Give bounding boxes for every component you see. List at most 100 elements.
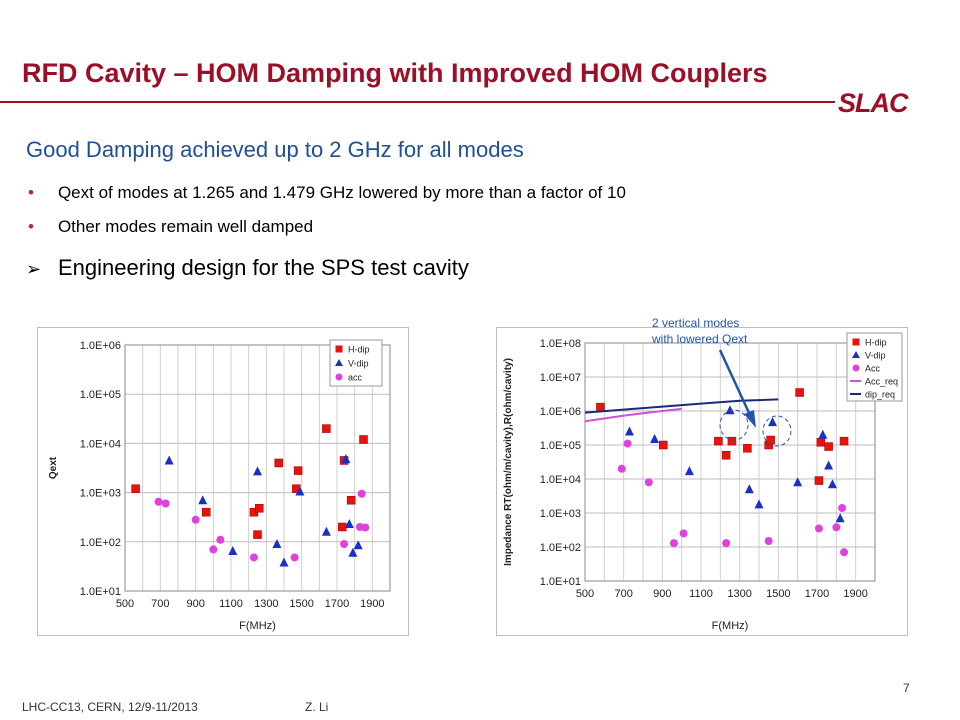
- h-dip-point: [131, 484, 140, 493]
- legend-square-icon: [852, 338, 860, 346]
- y-tick-label: 1.0E+08: [540, 338, 581, 350]
- h-dip-point: [338, 522, 347, 532]
- v-dip-point: [228, 546, 238, 556]
- v-dip-point: [344, 519, 354, 529]
- y-tick-label: 1.0E+03: [540, 508, 581, 520]
- h-dip-point: [743, 444, 752, 453]
- arrow-bullet-text: Engineering design for the SPS test cavi…: [58, 255, 469, 280]
- bullet-item: • Qext of modes at 1.265 and 1.479 GHz lo…: [28, 183, 626, 203]
- y-tick-label: 1.0E+07: [540, 372, 581, 384]
- legend-label: Acc_req: [865, 377, 898, 387]
- legend-square-icon: [335, 345, 343, 353]
- page-number: 7: [903, 681, 910, 695]
- acc-point: [838, 504, 847, 513]
- acc-point: [814, 524, 823, 533]
- v-dip-point: [164, 455, 174, 465]
- acc-point: [154, 497, 163, 506]
- plot-area: [124, 344, 391, 592]
- v-dip-point: [321, 526, 331, 536]
- qext-chart: 1.0E+01 1.0E+02 1.0E+03 1.0E+04 1.0E+05 1.0E+…: [37, 327, 409, 636]
- acc-point: [764, 537, 773, 546]
- bullet-item: • Other modes remain well damped: [28, 217, 313, 237]
- acc-point: [191, 515, 200, 524]
- y-tick-label: 1.0E+04: [80, 438, 121, 450]
- x-tick-label: 700: [614, 588, 632, 600]
- y-axis-title: Impedance RT(ohm/m/cavity),R(ohm/cavity): [503, 358, 514, 566]
- x-tick-label: 500: [576, 588, 594, 600]
- bullet-text: Qext of modes at 1.265 and 1.479 GHz low…: [57, 183, 626, 202]
- legend-label: Acc: [865, 364, 881, 374]
- acc-point: [340, 540, 349, 549]
- acc-point: [249, 553, 258, 562]
- v-dip-point: [744, 484, 754, 494]
- chart-svg: 1.0E+01 1.0E+02 1.0E+03 1.0E+04 1.0E+05 1.0E+…: [48, 339, 391, 632]
- v-dip-point: [295, 486, 305, 496]
- arrow-bullet-icon: ➢: [26, 259, 42, 279]
- v-dip-point: [353, 540, 363, 550]
- h-dip-point: [202, 507, 211, 517]
- v-dip-point: [341, 454, 351, 464]
- acc-point: [216, 535, 225, 544]
- x-tick-label: 1500: [289, 598, 313, 610]
- h-dip-point: [795, 388, 804, 397]
- x-tick-label: 900: [186, 598, 204, 610]
- x-tick-label: 1100: [219, 598, 243, 610]
- bullet-text: Other modes remain well damped: [57, 217, 314, 236]
- legend-label: acc: [348, 373, 363, 383]
- callout-text: 2 vertical modes with lowered Qext: [652, 315, 747, 347]
- v-dip-point: [624, 426, 634, 436]
- h-dip-point: [274, 458, 283, 468]
- x-tick-label: 700: [151, 598, 169, 610]
- h-dip-point: [816, 438, 826, 447]
- chart-svg: 1.0E+01 1.0E+02 1.0E+03 1.0E+04 1.0E+05 1.0E+…: [503, 332, 903, 632]
- h-dip-point: [359, 435, 368, 444]
- footer-conference: LHC-CC13, CERN, 12/9-11/2013: [22, 700, 198, 714]
- v-dip-point: [824, 460, 834, 470]
- callout-line: with lowered Qext: [652, 332, 748, 346]
- legend-label: dip_req: [865, 390, 895, 400]
- x-tick-label: 900: [653, 588, 671, 600]
- x-tick-label: 1100: [689, 588, 713, 600]
- plot-area: [584, 342, 876, 582]
- h-dip-point: [659, 440, 668, 450]
- h-dip-point: [596, 402, 605, 412]
- slac-logo: SLAC: [838, 88, 908, 118]
- legend-triangle-icon: [852, 351, 860, 358]
- h-dip-point: [255, 504, 264, 513]
- h-dip-point: [346, 495, 356, 505]
- acc-point: [840, 548, 849, 557]
- y-tick-label: 1.0E+01: [540, 576, 581, 588]
- h-dip-point: [839, 436, 849, 446]
- v-dip-point: [198, 495, 208, 505]
- acc-point: [209, 545, 218, 554]
- acc-point: [832, 523, 841, 532]
- acc-point: [357, 489, 366, 498]
- v-dip-point: [818, 429, 828, 439]
- x-tick-label: 1500: [766, 588, 790, 600]
- series-line-acc_req: [584, 407, 682, 423]
- x-tick-label: 1700: [325, 598, 349, 610]
- y-tick-label: 1.0E+01: [80, 586, 121, 598]
- v-dip-point: [754, 499, 764, 509]
- v-dip-point: [253, 466, 262, 476]
- y-tick-label: 1.0E+05: [540, 440, 581, 452]
- h-dip-point: [814, 476, 824, 485]
- acc-point: [722, 539, 731, 548]
- legend-label: V-dip: [348, 359, 369, 369]
- x-tick-label: 1300: [727, 588, 751, 600]
- legend-circle-icon: [852, 364, 860, 372]
- acc-point: [669, 539, 678, 548]
- legend-label: H-dip: [348, 345, 370, 355]
- arrow-bullet-item: ➢ Engineering design for the SPS test cav…: [26, 255, 469, 281]
- h-dip-point: [714, 436, 723, 446]
- acc-point: [161, 499, 170, 508]
- h-dip-point: [766, 435, 775, 445]
- x-tick-label: 1700: [805, 588, 829, 600]
- acc-point: [361, 523, 370, 532]
- slide-heading: Good Damping achieved up to 2 GHz for al…: [26, 137, 524, 162]
- acc-point: [679, 529, 688, 538]
- x-tick-label: 500: [116, 598, 134, 610]
- bullet-dot-icon: •: [28, 217, 34, 236]
- v-dip-point: [827, 479, 837, 489]
- impedance-chart: 1.0E+01 1.0E+02 1.0E+03 1.0E+04 1.0E+05 1.0E+…: [496, 327, 908, 636]
